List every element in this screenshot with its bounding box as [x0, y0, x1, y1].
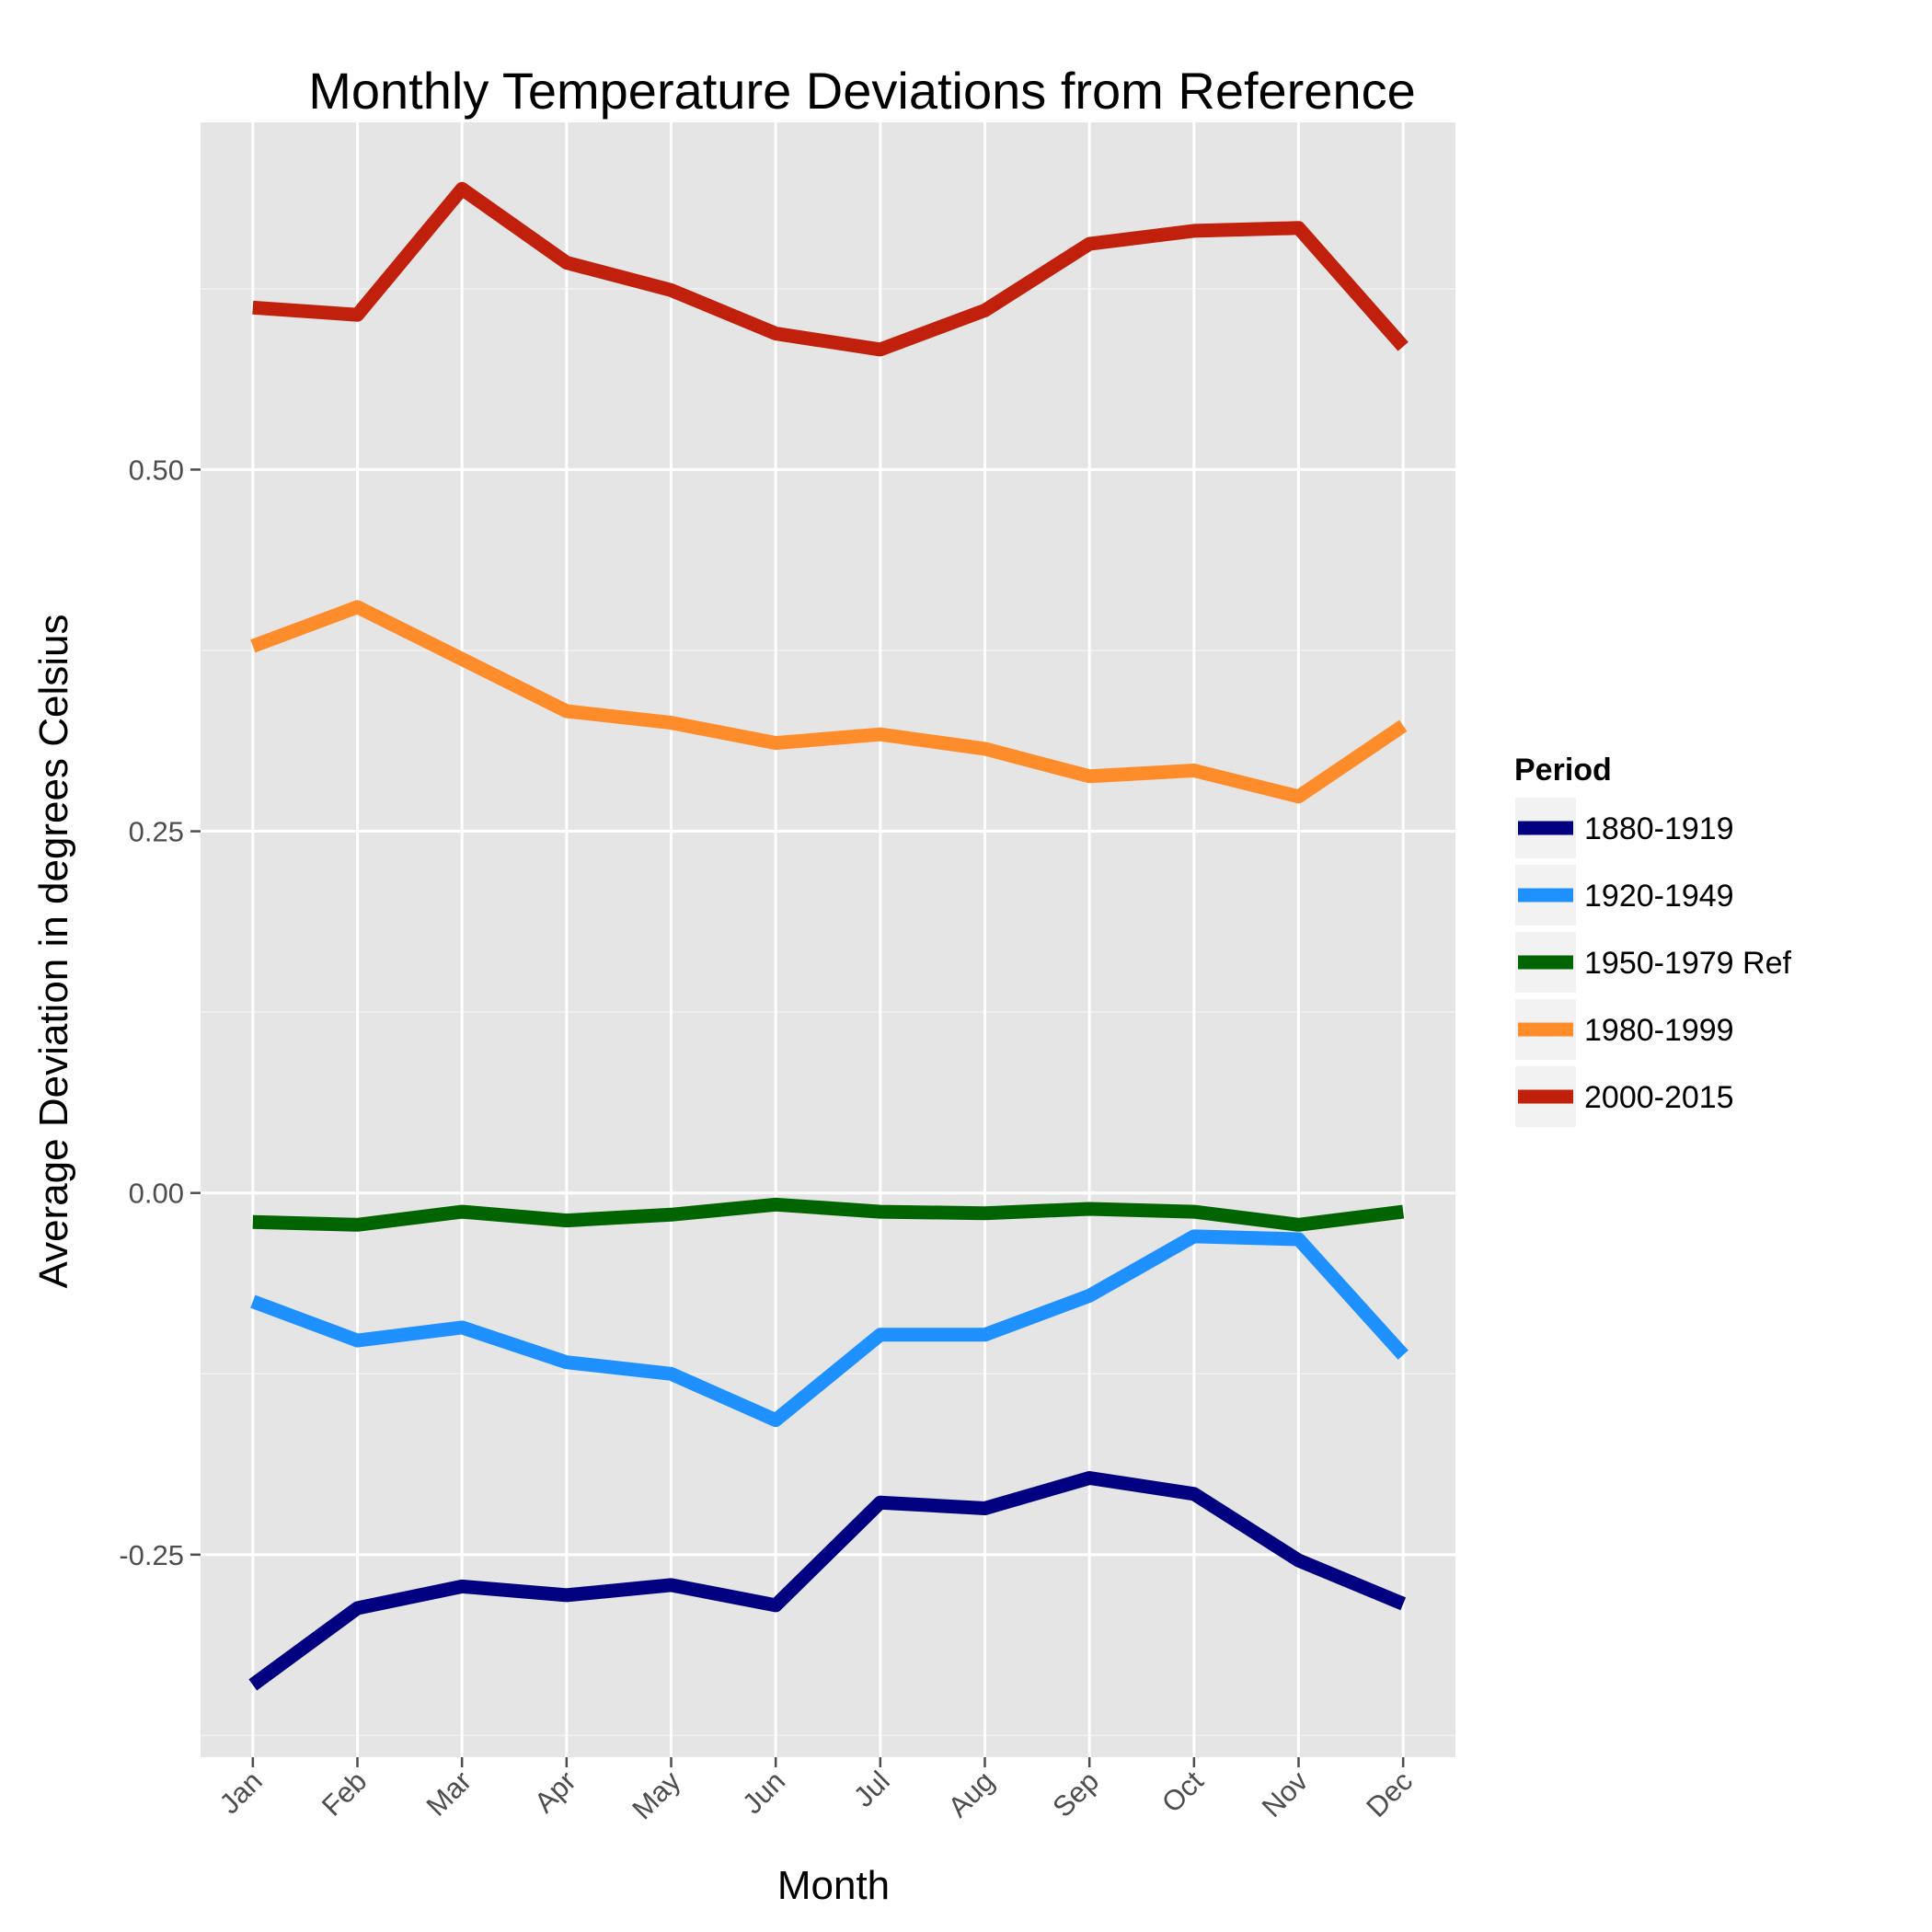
- x-tick-label: Nov: [1256, 1765, 1315, 1823]
- legend-label: 1880-1919: [1584, 811, 1734, 846]
- legend-label: 1950-1979 Ref: [1584, 946, 1792, 981]
- x-tick-label: May: [626, 1765, 687, 1826]
- series-line: [252, 181, 1409, 357]
- chart-title: Monthly Temperature Deviations from Refe…: [308, 62, 1416, 120]
- x-axis: Jan Feb Mar Apr May Jun Jul Aug Sep Oct Nov Dec: [213, 1757, 1419, 1825]
- legend-item: 1880-1919: [1513, 796, 1734, 860]
- legend-label: 1920-1949: [1584, 879, 1734, 914]
- series-lines: [248, 181, 1409, 1691]
- plot-panel: [201, 122, 1455, 1757]
- y-tick-label: 0.00: [129, 1178, 184, 1210]
- x-tick-label: Apr: [528, 1765, 582, 1819]
- x-tick-label: Oct: [1156, 1765, 1210, 1819]
- y-tick-label: -0.25: [119, 1539, 184, 1571]
- major-gridlines: [201, 122, 1455, 1757]
- x-tick-label: Feb: [316, 1765, 374, 1823]
- legend: Period 1880-1919 1920-1949 1950-1979 Ref 19…: [1513, 753, 1792, 1129]
- legend-item: 1920-1949: [1513, 863, 1734, 927]
- y-tick-label: 0.25: [129, 816, 184, 848]
- x-tick-label: Jan: [213, 1765, 269, 1820]
- x-tick-label: Aug: [942, 1765, 1001, 1823]
- legend-label: 2000-2015: [1584, 1080, 1734, 1115]
- series-line: [250, 600, 1408, 804]
- legend-title: Period: [1514, 753, 1612, 788]
- legend-item: 1980-1999: [1513, 997, 1734, 1062]
- x-tick-label: Mar: [420, 1765, 478, 1823]
- series-line: [250, 1229, 1409, 1428]
- x-tick-label: Jul: [847, 1765, 896, 1813]
- series-line: [248, 1471, 1407, 1691]
- legend-label: 1980-1999: [1584, 1013, 1734, 1048]
- series-line: [252, 1197, 1405, 1232]
- legend-item: 1950-1979 Ref: [1513, 930, 1792, 995]
- minor-gridlines: [201, 288, 1455, 1737]
- y-tick-label: 0.50: [129, 454, 184, 486]
- x-tick-label: Jun: [736, 1765, 791, 1820]
- x-axis-title: Month: [777, 1863, 890, 1908]
- x-tick-label: Dec: [1360, 1765, 1419, 1823]
- y-axis-title: Average Deviation in degrees Celsius: [31, 615, 76, 1289]
- legend-item: 2000-2015: [1513, 1064, 1734, 1129]
- x-tick-label: Sep: [1046, 1765, 1105, 1823]
- y-axis: -0.25 0.00 0.25 0.50: [119, 454, 201, 1571]
